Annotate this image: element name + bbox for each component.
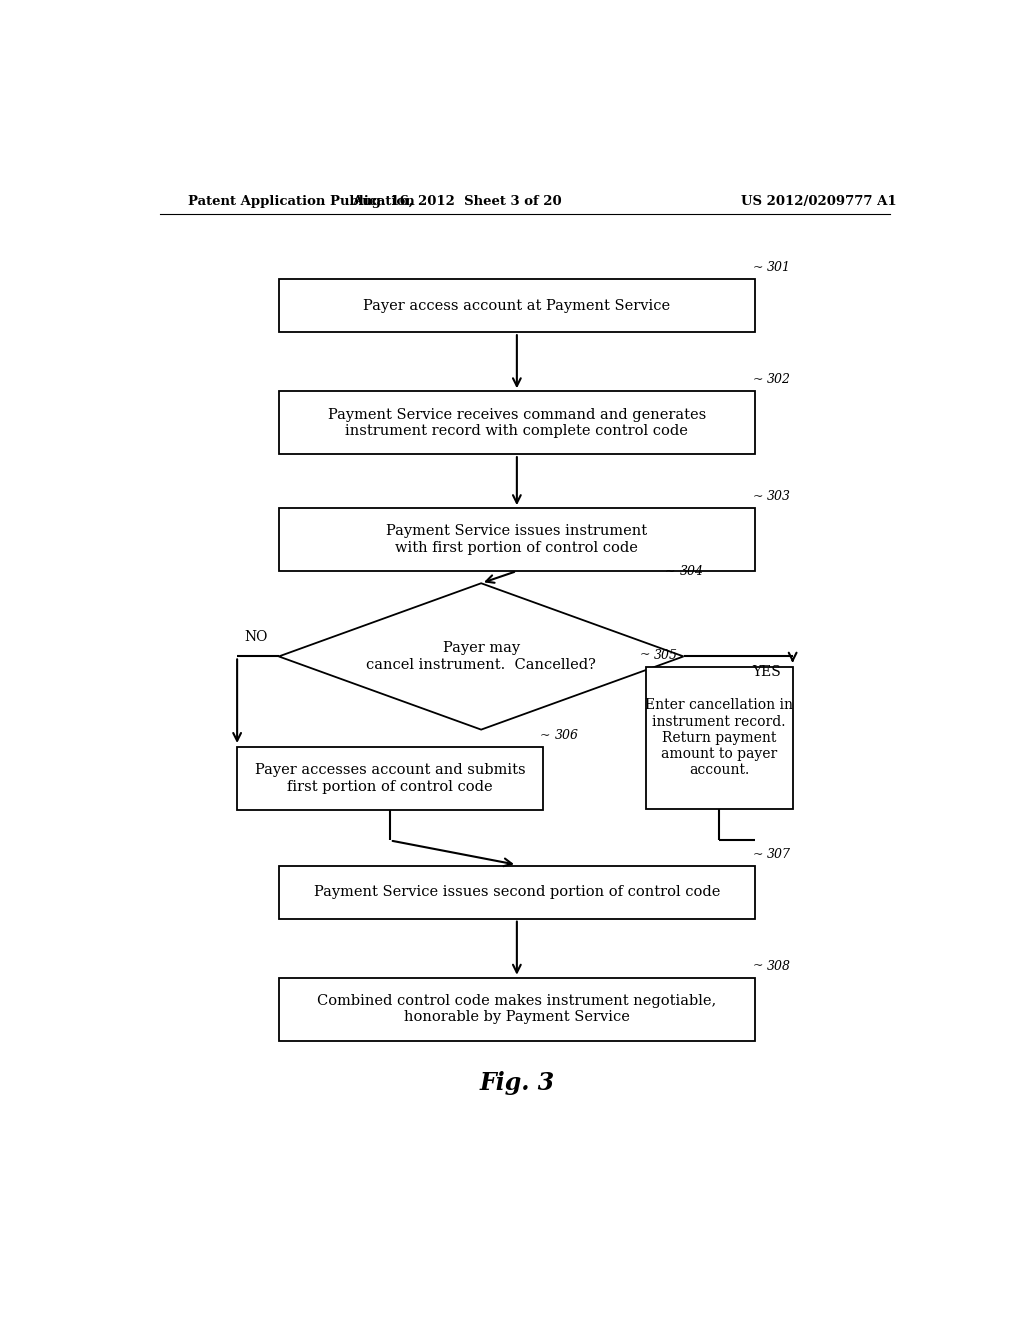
Text: 307: 307 [767,847,791,861]
FancyBboxPatch shape [279,391,755,454]
FancyBboxPatch shape [238,747,543,810]
Text: Payment Service issues instrument
with first portion of control code: Payment Service issues instrument with f… [386,524,647,554]
Text: Aug. 16, 2012  Sheet 3 of 20: Aug. 16, 2012 Sheet 3 of 20 [352,194,562,207]
FancyBboxPatch shape [646,667,793,809]
Text: 306: 306 [555,729,579,742]
Text: 308: 308 [767,960,791,973]
Text: NO: NO [244,630,267,644]
Text: Fig. 3: Fig. 3 [479,1072,554,1096]
FancyBboxPatch shape [279,866,755,919]
Text: 304: 304 [680,565,703,578]
Text: Payment Service issues second portion of control code: Payment Service issues second portion of… [313,886,720,899]
Polygon shape [279,583,684,730]
Text: ~: ~ [753,374,763,385]
Text: Payer may
cancel instrument.  Cancelled?: Payer may cancel instrument. Cancelled? [367,642,596,672]
Text: ~: ~ [639,648,650,661]
Text: ~: ~ [753,847,763,861]
Text: 303: 303 [767,490,791,503]
Text: ~: ~ [753,960,763,973]
Text: ~: ~ [665,565,676,578]
FancyBboxPatch shape [279,978,755,1040]
Text: ~: ~ [753,490,763,503]
Text: US 2012/0209777 A1: US 2012/0209777 A1 [740,194,896,207]
Text: ~: ~ [540,729,551,742]
Text: Enter cancellation in
instrument record.
Return payment
amount to payer
account.: Enter cancellation in instrument record.… [645,698,794,777]
Text: 305: 305 [653,648,678,661]
Text: 302: 302 [767,374,791,385]
Text: Patent Application Publication: Patent Application Publication [187,194,415,207]
Text: Payer access account at Payment Service: Payer access account at Payment Service [364,298,671,313]
Text: 301: 301 [767,261,791,275]
Text: ~: ~ [753,261,763,275]
Text: Combined control code makes instrument negotiable,
honorable by Payment Service: Combined control code makes instrument n… [317,994,717,1024]
Text: Payer accesses account and submits
first portion of control code: Payer accesses account and submits first… [255,763,525,793]
FancyBboxPatch shape [279,508,755,572]
FancyBboxPatch shape [279,280,755,333]
Text: Payment Service receives command and generates
instrument record with complete c: Payment Service receives command and gen… [328,408,706,438]
Text: YES: YES [752,665,780,678]
